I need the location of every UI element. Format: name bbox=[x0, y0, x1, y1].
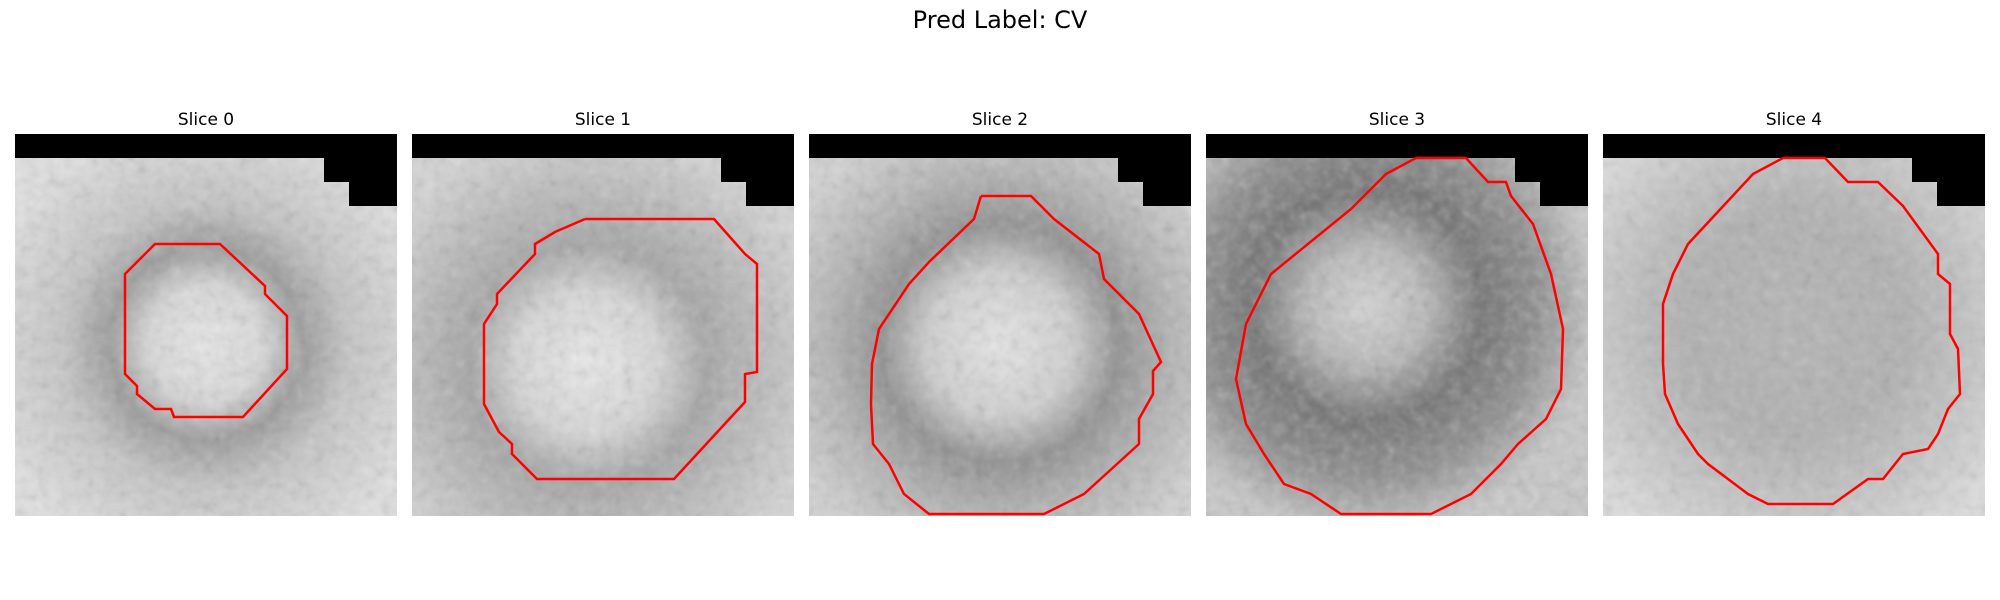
slice-title: Slice 1 bbox=[574, 110, 632, 130]
contour-1 bbox=[482, 217, 759, 481]
corner-mask bbox=[412, 134, 794, 206]
corner-mask bbox=[1603, 134, 1985, 206]
slice-image-0 bbox=[15, 134, 397, 516]
contour-4 bbox=[1661, 156, 1962, 506]
corner-mask bbox=[15, 134, 397, 206]
slice-panel-1: Slice 1 bbox=[412, 110, 794, 518]
contour-2 bbox=[869, 194, 1163, 516]
contour-0 bbox=[123, 242, 289, 419]
corner-mask bbox=[809, 134, 1191, 206]
slice-title: Slice 4 bbox=[1765, 110, 1823, 130]
slice-panel-3: Slice 3 bbox=[1206, 110, 1588, 518]
slice-panel-0: Slice 0 bbox=[15, 110, 397, 518]
slice-title: Slice 2 bbox=[971, 110, 1029, 130]
slice-title: Slice 0 bbox=[177, 110, 235, 130]
slice-image-4 bbox=[1603, 134, 1985, 516]
slice-title: Slice 3 bbox=[1368, 110, 1426, 130]
slice-image-3 bbox=[1206, 134, 1588, 516]
slice-image-1 bbox=[412, 134, 794, 516]
slice-panel-4: Slice 4 bbox=[1603, 110, 1985, 518]
slice-image-2 bbox=[809, 134, 1191, 516]
corner-mask bbox=[1206, 134, 1588, 206]
slice-panel-2: Slice 2 bbox=[809, 110, 1191, 518]
figure-title: Pred Label: CV bbox=[912, 6, 1088, 34]
contour-3 bbox=[1234, 156, 1565, 516]
